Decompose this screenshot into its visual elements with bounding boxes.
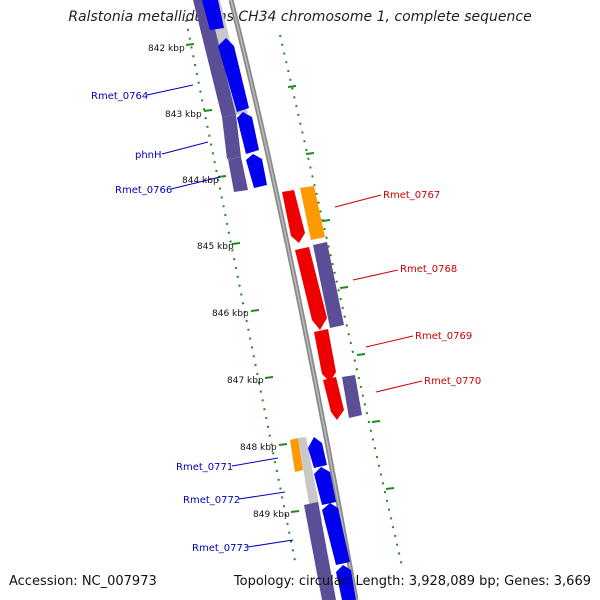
- cds-reverse-rmet0768: [295, 247, 327, 330]
- gene-rmet0766: [228, 157, 248, 192]
- rna-gene-rmet0771: [290, 438, 303, 472]
- gene-label-rmet0766[interactable]: Rmet_0766: [115, 185, 172, 196]
- left-leader-lines: [146, 84, 294, 548]
- rna-gene-rmet0767: [300, 186, 325, 240]
- gene-rmet0768: [313, 242, 344, 328]
- cds-reverse-rmet0767: [282, 190, 305, 243]
- cds-forward-4: [246, 154, 267, 188]
- gene-other-lower: [298, 437, 322, 522]
- ruler-label-848: 848 kbp: [240, 443, 277, 453]
- gene-label-rmet0768[interactable]: Rmet_0768: [400, 264, 457, 275]
- ruler-label-842: 842 kbp: [148, 44, 185, 54]
- cds-reverse-rmet0769: [314, 329, 336, 382]
- topology-summary: Topology: circular; Length: 3,928,089 bp…: [233, 574, 591, 589]
- gene-label-rmet0770[interactable]: Rmet_0770: [424, 376, 481, 387]
- map-title: Ralstonia metallidurans CH34 chromosome …: [68, 9, 532, 25]
- gene-rmet0764: [193, 0, 236, 117]
- ruler-label-846: 846 kbp: [212, 309, 249, 319]
- gene-label-rmet0773[interactable]: Rmet_0773: [192, 543, 249, 554]
- cds-forward-5: [308, 437, 327, 468]
- right-leader-lines: [334, 194, 423, 393]
- ruler-label-844: 844 kbp: [182, 176, 219, 186]
- ruler-label-849: 849 kbp: [253, 510, 290, 520]
- cds-forward-7: [322, 503, 350, 565]
- accession-text: Accession: NC_007973: [9, 574, 157, 589]
- ruler-right: [279, 34, 403, 567]
- gene-phnH: [222, 115, 241, 159]
- cds-forward-2: [218, 38, 249, 112]
- gene-label-rmet0769[interactable]: Rmet_0769: [415, 331, 472, 342]
- gene-rmet0772: [304, 502, 336, 600]
- gene-label-rmet0767[interactable]: Rmet_0767: [383, 190, 440, 201]
- cds-forward-8: [336, 565, 356, 600]
- ruler-label-845: 845 kbp: [197, 242, 234, 252]
- gene-label-rmet0772[interactable]: Rmet_0772: [183, 495, 240, 506]
- cds-forward-1: [202, 0, 224, 30]
- gene-rmet0770: [342, 375, 362, 418]
- ruler-ticks-right: [287, 85, 395, 490]
- gene-label-rmet0771[interactable]: Rmet_0771: [176, 462, 233, 473]
- ruler-label-847: 847 kbp: [227, 376, 264, 386]
- gene-label-phnH[interactable]: phnH: [135, 150, 162, 161]
- gene-label-rmet0764[interactable]: Rmet_0764: [91, 91, 148, 102]
- cds-forward-6: [314, 467, 336, 505]
- cds-reverse-rmet0770: [323, 377, 344, 420]
- cds-forward-3: [237, 112, 259, 154]
- ruler-label-843: 843 kbp: [165, 110, 202, 120]
